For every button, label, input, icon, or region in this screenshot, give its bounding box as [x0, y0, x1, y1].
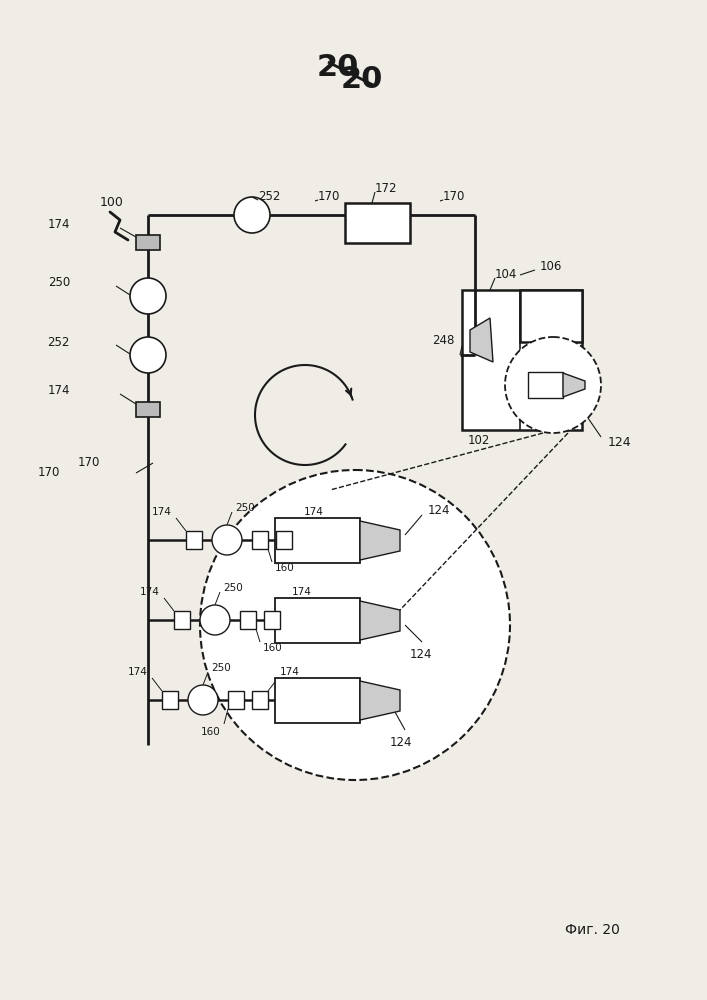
Text: 174: 174 — [152, 507, 172, 517]
Text: 170: 170 — [78, 456, 100, 470]
Polygon shape — [360, 681, 400, 720]
Bar — [275, 678, 360, 723]
Bar — [276, 531, 292, 549]
Circle shape — [188, 685, 218, 715]
Bar — [174, 611, 190, 629]
Polygon shape — [470, 318, 493, 362]
Text: 100: 100 — [100, 196, 124, 209]
Bar — [186, 531, 202, 549]
Circle shape — [200, 605, 230, 635]
Text: 250: 250 — [235, 503, 255, 513]
Text: 102: 102 — [468, 434, 491, 446]
Text: 174: 174 — [140, 587, 160, 597]
Text: 106: 106 — [540, 259, 562, 272]
Bar — [136, 235, 160, 250]
Bar — [528, 372, 563, 398]
Bar — [462, 290, 582, 430]
Bar — [520, 290, 582, 342]
Text: 20: 20 — [317, 53, 359, 83]
Text: 124: 124 — [390, 736, 412, 748]
Text: 104: 104 — [495, 267, 518, 280]
Bar — [136, 402, 160, 417]
Text: Фиг. 20: Фиг. 20 — [565, 923, 620, 937]
Polygon shape — [360, 521, 400, 560]
Text: 252: 252 — [258, 190, 281, 202]
Polygon shape — [360, 601, 400, 640]
Text: 170: 170 — [318, 190, 340, 202]
Text: 20: 20 — [341, 66, 383, 95]
Text: 124: 124 — [608, 436, 631, 450]
Circle shape — [200, 470, 510, 780]
Text: 170: 170 — [443, 190, 465, 202]
Text: 250: 250 — [211, 663, 230, 673]
Text: 174: 174 — [280, 667, 300, 677]
Circle shape — [212, 525, 242, 555]
Text: 170: 170 — [37, 466, 60, 479]
Text: 160: 160 — [275, 563, 295, 573]
Circle shape — [505, 337, 601, 433]
Text: 250: 250 — [223, 583, 243, 593]
Circle shape — [130, 278, 166, 314]
Text: 250: 250 — [48, 276, 70, 290]
Bar — [162, 691, 178, 709]
Bar — [345, 203, 410, 243]
Circle shape — [234, 197, 270, 233]
Bar — [275, 518, 360, 563]
Text: 160: 160 — [263, 643, 283, 653]
Bar — [228, 691, 244, 709]
Text: 172: 172 — [375, 182, 397, 194]
Bar — [275, 598, 360, 643]
Bar — [252, 531, 268, 549]
Polygon shape — [563, 373, 585, 397]
Text: 124: 124 — [428, 504, 450, 516]
Text: 252: 252 — [47, 336, 70, 349]
Text: 174: 174 — [304, 507, 324, 517]
Bar — [240, 611, 256, 629]
Text: 174: 174 — [47, 219, 70, 232]
Text: 248: 248 — [433, 334, 455, 347]
Text: 174: 174 — [47, 383, 70, 396]
Text: 160: 160 — [201, 727, 221, 737]
Circle shape — [130, 337, 166, 373]
Text: 174: 174 — [128, 667, 148, 677]
Text: 174: 174 — [292, 587, 312, 597]
Bar — [264, 611, 280, 629]
Bar — [252, 691, 268, 709]
Text: 124: 124 — [410, 648, 433, 662]
